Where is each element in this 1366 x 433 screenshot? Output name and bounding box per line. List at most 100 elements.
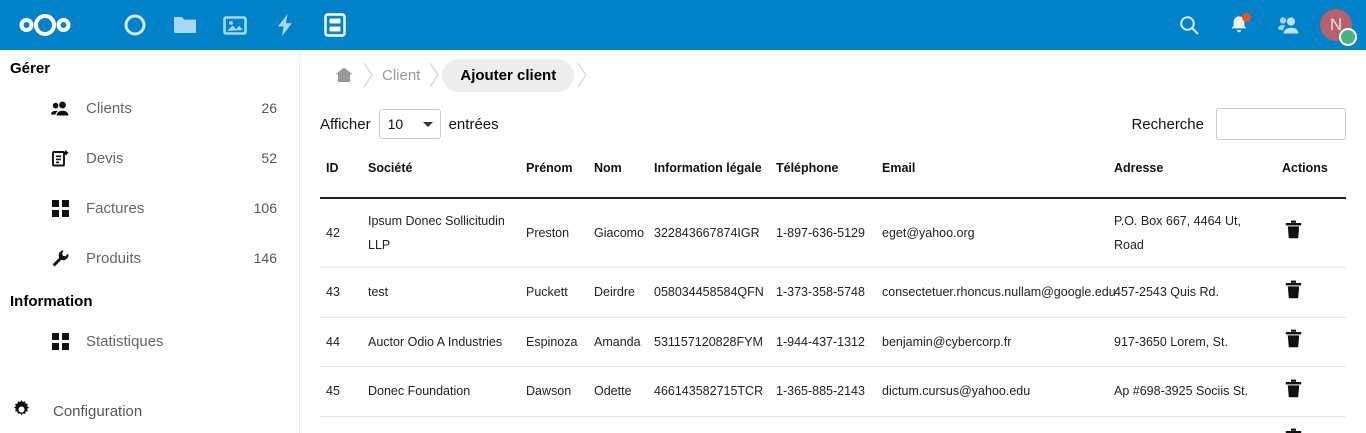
search-icon[interactable] xyxy=(1164,0,1214,50)
chevron-down-icon xyxy=(422,122,433,127)
cell-actions xyxy=(1276,416,1346,433)
table-row[interactable]: 44 Auctor Odio A Industries Espinoza Amanda… xyxy=(320,317,1346,367)
column-header-information-legale[interactable]: Information légale xyxy=(648,146,770,199)
nextcloud-logo-icon[interactable] xyxy=(0,0,90,50)
cell-adresse: 457-2543 Quis Rd. xyxy=(1108,267,1276,318)
sidebar-item-label: Devis xyxy=(86,149,124,167)
column-header-telephone[interactable]: Téléphone xyxy=(770,146,876,199)
grid-squares-icon xyxy=(50,331,70,351)
cell-info_legale: 466143582715TCR xyxy=(648,366,770,417)
breadcrumb-separator-icon xyxy=(426,61,442,89)
gear-icon xyxy=(12,399,31,423)
column-header-email[interactable]: Email xyxy=(876,146,1108,199)
files-icon[interactable] xyxy=(160,0,210,50)
cell-id: 44 xyxy=(320,317,362,367)
table-controls: Afficher 10 entrées Recherche xyxy=(320,102,1346,146)
sidebar-item-count: 106 xyxy=(253,200,277,216)
breadcrumb-separator-icon xyxy=(360,61,376,89)
cell-nom: Amanda xyxy=(588,317,648,367)
sidebar-item-label: Clients xyxy=(86,99,132,117)
cell-prenom: Puckett xyxy=(520,267,588,318)
wrench-icon xyxy=(50,248,70,268)
sidebar-item-count: 52 xyxy=(261,150,277,166)
table-row[interactable]: 42 Ipsum Donec Sollicitudin LLP Preston Gia… xyxy=(320,198,1346,268)
column-header-nom[interactable]: Nom xyxy=(588,146,648,199)
entries-per-page-select[interactable]: 10 xyxy=(378,109,441,139)
table-row[interactable]: 46Dolor Vitae DolorButlerJustine52682206… xyxy=(320,416,1346,433)
column-header-societe[interactable]: Société xyxy=(362,146,520,199)
trash-icon[interactable] xyxy=(1282,278,1304,300)
cell-actions xyxy=(1276,267,1346,318)
cell-info_legale: 058034458584QFN xyxy=(648,267,770,318)
cell-telephone: (424) 534-2571 xyxy=(770,416,876,433)
sidebar-item-label: Statistiques xyxy=(86,332,164,350)
sidebar-item-produits[interactable]: Produits 146 xyxy=(0,233,299,283)
cell-email: dictum.cursus@yahoo.edu xyxy=(876,366,1108,417)
cell-id: 42 xyxy=(320,198,362,268)
activity-icon[interactable] xyxy=(260,0,310,50)
cell-info_legale: 322843667874IGR xyxy=(648,198,770,268)
table-body: 42 Ipsum Donec Sollicitudin LLP Preston Gia… xyxy=(320,198,1346,433)
table-header-row: ID Société Prénom Nom Information légale… xyxy=(320,146,1346,199)
trash-icon[interactable] xyxy=(1282,427,1304,433)
breadcrumb-item-ajouter-client[interactable]: Ajouter client xyxy=(442,58,575,92)
table-row[interactable]: 45 Donec Foundation Dawson Odette 4661435827… xyxy=(320,366,1346,417)
notifications-bell-icon[interactable] xyxy=(1214,0,1264,50)
trash-icon[interactable] xyxy=(1282,328,1304,350)
search-input[interactable] xyxy=(1216,108,1346,140)
cell-telephone: 1-373-358-5748 xyxy=(770,267,876,318)
top-bar-right: N xyxy=(1164,0,1366,50)
cell-nom: Justine xyxy=(588,416,648,433)
dashboard-icon[interactable] xyxy=(110,0,160,50)
sidebar-item-label: Configuration xyxy=(53,402,143,420)
entries-suffix-label: entrées xyxy=(448,115,499,133)
photos-icon[interactable] xyxy=(210,0,260,50)
avatar[interactable]: N xyxy=(1320,9,1357,46)
cell-email: faucibus.morbi.vehicula@yahoo.ca xyxy=(876,416,1108,433)
column-header-actions: Actions xyxy=(1276,146,1346,199)
breadcrumb-separator-icon xyxy=(574,61,590,89)
sidebar-item-count: 26 xyxy=(261,100,277,116)
sidebar-item-devis[interactable]: Devis 52 xyxy=(0,133,299,183)
cell-prenom: Dawson xyxy=(520,366,588,417)
trash-icon[interactable] xyxy=(1282,377,1304,399)
invoice-app-icon[interactable] xyxy=(310,0,360,60)
cell-id: 46 xyxy=(320,416,362,433)
column-header-id[interactable]: ID xyxy=(320,146,362,199)
contacts-icon[interactable] xyxy=(1264,0,1314,50)
cell-societe: Ipsum Donec Sollicitudin LLP xyxy=(362,198,520,268)
clients-table: ID Société Prénom Nom Information légale… xyxy=(320,146,1346,433)
entries-prefix-label: Afficher xyxy=(320,115,371,133)
avatar-initial: N xyxy=(1329,15,1343,34)
sidebar-item-clients[interactable]: Clients 26 xyxy=(0,83,299,133)
table-row[interactable]: 43 test Puckett Deirdre 058034458584QFN 1-373… xyxy=(320,267,1346,318)
online-status-indicator xyxy=(1339,28,1357,46)
cell-nom: Deirdre xyxy=(588,267,648,318)
column-header-prenom[interactable]: Prénom xyxy=(520,146,588,199)
cell-societe: Auctor Odio A Industries xyxy=(362,317,520,367)
cell-nom: Odette xyxy=(588,366,648,417)
cell-id: 45 xyxy=(320,366,362,417)
top-bar: N xyxy=(0,0,1366,60)
cell-email: eget@yahoo.org xyxy=(876,198,1108,268)
home-icon[interactable] xyxy=(328,66,360,84)
sidebar-item-statistiques[interactable]: Statistiques xyxy=(0,316,299,366)
table-head: ID Société Prénom Nom Information légale… xyxy=(320,146,1346,199)
sidebar: Gérer Clients 26 Devis 52 xyxy=(0,50,300,433)
sidebar-group-title-information: Information xyxy=(10,293,93,310)
cell-adresse: P.O. Box 667, 4464 Ut, Road xyxy=(1108,198,1276,268)
cell-adresse: 917-3650 Lorem, St. xyxy=(1108,317,1276,367)
cell-societe: test xyxy=(362,267,520,318)
cell-actions xyxy=(1276,366,1346,417)
cell-actions xyxy=(1276,317,1346,367)
sidebar-item-factures[interactable]: Factures 106 xyxy=(0,183,299,233)
breadcrumb-item-client[interactable]: Client xyxy=(382,66,421,84)
column-header-adresse[interactable]: Adresse xyxy=(1108,146,1276,199)
quote-document-icon xyxy=(50,148,70,168)
cell-adresse: Ap #820-507 Lorem Street xyxy=(1108,416,1276,433)
cell-actions xyxy=(1276,198,1346,268)
sidebar-item-configuration[interactable]: Configuration xyxy=(0,389,300,433)
cell-societe: Dolor Vitae Dolor xyxy=(362,416,520,433)
trash-icon[interactable] xyxy=(1282,219,1304,241)
cell-id: 43 xyxy=(320,267,362,318)
